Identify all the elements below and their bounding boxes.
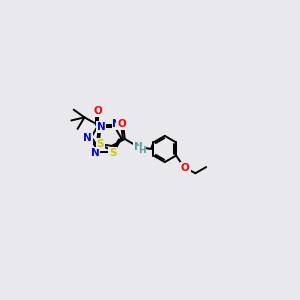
Text: N: N <box>91 148 100 158</box>
Text: O: O <box>94 106 103 116</box>
Text: N: N <box>112 119 121 129</box>
Text: N: N <box>83 134 92 143</box>
Text: O: O <box>117 119 126 129</box>
Text: H: H <box>138 146 146 155</box>
Text: O: O <box>181 163 190 173</box>
Text: N: N <box>134 142 143 152</box>
Text: S: S <box>109 148 116 158</box>
Text: N: N <box>97 122 105 132</box>
Text: S: S <box>96 139 104 148</box>
